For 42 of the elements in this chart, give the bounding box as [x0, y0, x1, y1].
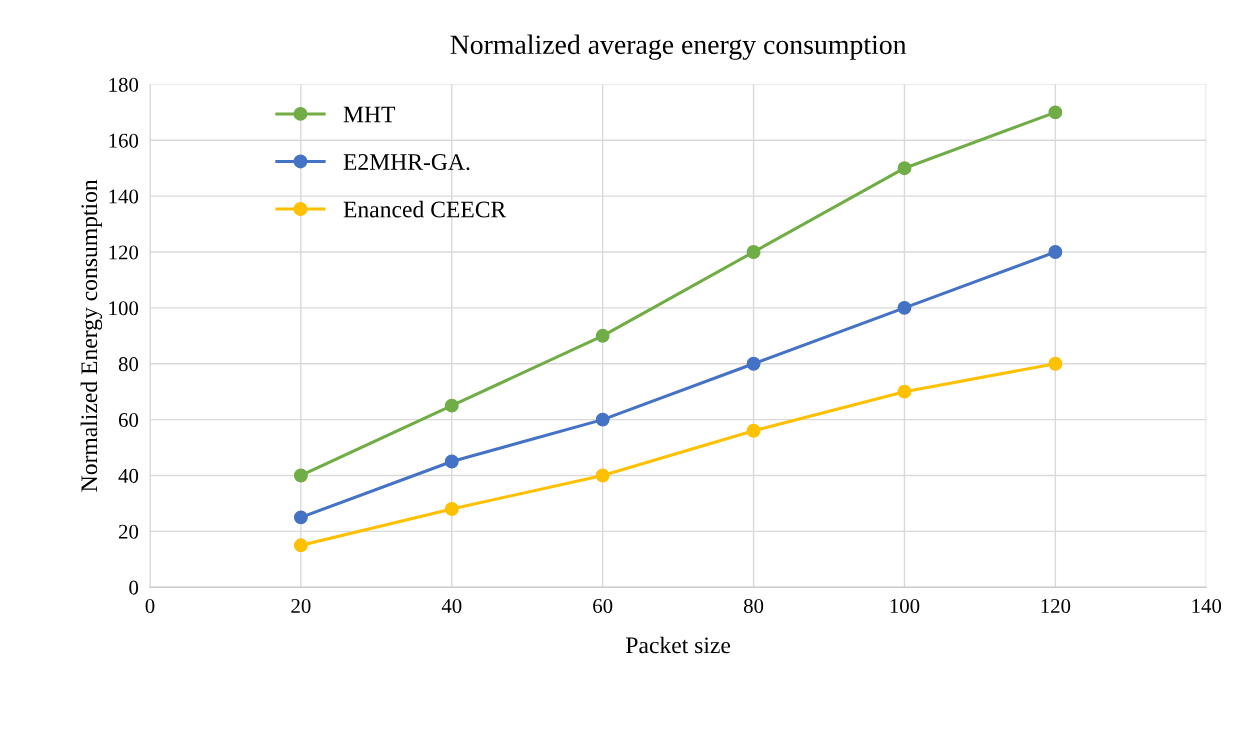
point — [1048, 105, 1063, 120]
x-tick-label: 40 — [441, 598, 462, 613]
y-tick-label: 140 — [109, 189, 139, 204]
point — [595, 328, 610, 343]
x-tick-label: 80 — [743, 598, 764, 613]
chart-title: Normalized average energy consumption — [450, 34, 907, 60]
x-tick-label: 60 — [593, 598, 613, 613]
point — [595, 412, 610, 427]
point — [293, 468, 308, 483]
x-tick-label: 100 — [890, 598, 920, 613]
y-tick-label: 120 — [109, 245, 139, 260]
point — [444, 398, 459, 413]
y-tick-label: 160 — [109, 133, 139, 148]
y-tick-label: 80 — [118, 357, 139, 372]
y-tick-label: 40 — [118, 468, 139, 483]
x-axis-title: Packet size — [626, 636, 731, 654]
point — [444, 454, 459, 469]
legend-label: E2MHR-GA. — [343, 154, 470, 171]
y-tick-label: 20 — [118, 524, 139, 539]
point — [746, 245, 761, 259]
legend-label: MHT — [343, 106, 396, 123]
point — [746, 423, 761, 438]
point — [897, 300, 912, 315]
point — [1048, 245, 1063, 259]
point — [444, 502, 459, 516]
x-tick-label: 140 — [1192, 598, 1222, 613]
y-tick-label: 100 — [109, 301, 139, 316]
y-tick-label: 60 — [118, 412, 139, 428]
point — [293, 538, 308, 553]
point — [1048, 356, 1063, 371]
point — [595, 468, 610, 483]
point — [897, 384, 912, 399]
x-tick-label: 120 — [1041, 598, 1071, 613]
y-tick-label: 180 — [109, 77, 139, 92]
point — [746, 356, 761, 371]
y-tick-label: 0 — [129, 580, 139, 595]
x-tick-label: 0 — [145, 598, 155, 613]
legend-label: Enanced CEECR — [343, 200, 507, 218]
x-tick-label: 20 — [291, 598, 311, 613]
y-axis-title: Normalized Energy consumption — [80, 179, 103, 492]
point — [293, 510, 308, 525]
point — [897, 161, 912, 176]
